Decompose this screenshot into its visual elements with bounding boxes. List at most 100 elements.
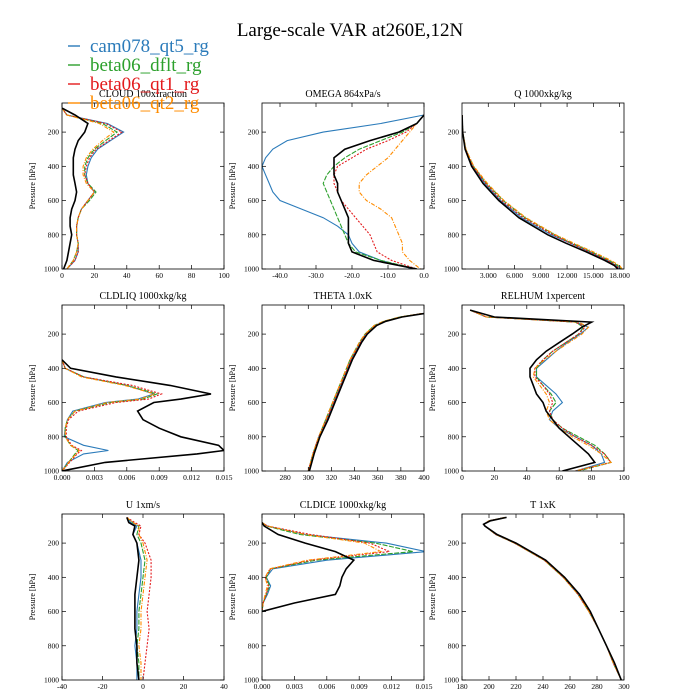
series-group <box>307 312 424 471</box>
series-line-reference <box>62 359 224 471</box>
x-tick-label: 0.000 <box>54 473 71 482</box>
series-line-cam078_qt5_rg <box>469 309 606 471</box>
x-tick-label: 100 <box>218 271 230 280</box>
legend-label: cam078_qt5_rg <box>90 36 209 57</box>
y-tick-label: 600 <box>48 196 60 205</box>
x-tick-label: 0.012 <box>183 473 200 482</box>
y-tick-label: 200 <box>248 330 260 339</box>
series-line-beta06_qt2_rg <box>262 522 383 612</box>
y-tick-label: 1000 <box>444 265 459 274</box>
y-tick-label: 800 <box>448 230 460 239</box>
x-tick-label: 0 <box>60 271 64 280</box>
series-line-cam078_qt5_rg <box>126 517 142 680</box>
y-tick-label: 1000 <box>244 467 259 476</box>
series-line-beta06_qt2_rg <box>62 359 157 471</box>
series-line-reference <box>126 517 140 680</box>
series-line-reference <box>482 516 623 680</box>
chart-panel-9: 180 200 220 240 260 280 300 200 400 600 800 1000 Pre… <box>428 500 630 691</box>
x-tick-label: -30.0 <box>308 271 324 280</box>
x-tick-label: 18.000 <box>609 271 630 280</box>
x-tick-label: -20 <box>98 682 108 691</box>
series-group <box>262 114 424 269</box>
y-tick-label: 1000 <box>44 467 59 476</box>
x-tick-label: 0.006 <box>318 682 335 691</box>
x-tick-label: 0.009 <box>351 682 368 691</box>
y-tick-label: 600 <box>248 398 260 407</box>
y-tick-label: 200 <box>448 128 460 137</box>
y-tick-label: 600 <box>448 196 460 205</box>
chart-panel-3: 3.000 6.000 9.000 12.000 15.000 18.000 200 400 6… <box>428 89 630 280</box>
chart-panel-2: -40.0 -30.0 -20.0 -10.0 0.0 200 400 600 800 1000 P… <box>228 89 429 280</box>
x-tick-label: 0.009 <box>151 473 168 482</box>
x-tick-label: 9.000 <box>532 271 549 280</box>
x-tick-label: -40.0 <box>272 271 288 280</box>
y-tick-label: 1000 <box>44 676 59 685</box>
y-tick-label: 600 <box>48 607 60 616</box>
series-group <box>482 516 623 680</box>
plot-frame <box>461 102 625 270</box>
legend-item-beta06_dflt_rg: beta06_dflt_rg <box>68 55 202 76</box>
x-tick-label: 300 <box>303 473 315 482</box>
x-tick-label: 20 <box>91 271 99 280</box>
y-tick-label: 800 <box>48 230 60 239</box>
x-tick-label: 320 <box>326 473 338 482</box>
panel-title: U 1xm/s <box>126 500 160 511</box>
x-tick-label: 280 <box>591 682 603 691</box>
y-tick-label: 400 <box>448 364 460 373</box>
x-tick-label: 400 <box>418 473 430 482</box>
panel-title: CLDICE 1000xkg/kg <box>300 500 386 511</box>
x-tick-label: -10.0 <box>380 271 396 280</box>
y-tick-label: 800 <box>248 432 260 441</box>
y-tick-label: 800 <box>48 432 60 441</box>
x-tick-label: 40 <box>523 473 531 482</box>
y-tick-label: 800 <box>248 641 260 650</box>
series-line-reference <box>462 114 619 269</box>
x-tick-label: 100 <box>618 473 630 482</box>
series-line-beta06_qt2_rg <box>126 516 148 680</box>
x-tick-label: 0.015 <box>416 682 433 691</box>
panel-title: OMEGA 864xPa/s <box>305 89 380 100</box>
y-tick-label: 400 <box>48 364 60 373</box>
series-line-reference <box>333 114 424 269</box>
series-line-reference <box>62 107 89 269</box>
x-tick-label: 40 <box>123 271 131 280</box>
series-group <box>62 107 125 269</box>
x-tick-label: 3.000 <box>480 271 497 280</box>
series-line-cam078_qt5_rg <box>262 114 424 269</box>
y-tick-label: 200 <box>248 128 260 137</box>
y-tick-label: 200 <box>448 330 460 339</box>
y-tick-label: 400 <box>48 573 60 582</box>
series-line-beta06_qt2_rg <box>469 309 613 471</box>
y-tick-label: 600 <box>48 398 60 407</box>
x-tick-label: 0.006 <box>118 473 135 482</box>
x-tick-label: 80 <box>188 271 196 280</box>
legend: cam078_qt5_rgbeta06_dflt_rgbeta06_qt1_rg… <box>68 36 209 114</box>
y-axis-label: Pressure [hPa] <box>428 162 437 209</box>
x-tick-label: -40 <box>57 682 67 691</box>
y-tick-label: 400 <box>48 162 60 171</box>
legend-item-cam078_qt5_rg: cam078_qt5_rg <box>68 36 209 57</box>
y-tick-label: 200 <box>448 539 460 548</box>
y-axis-label: Pressure [hPa] <box>28 573 37 620</box>
y-tick-label: 400 <box>248 364 260 373</box>
x-tick-label: 360 <box>372 473 384 482</box>
series-group <box>462 114 623 269</box>
panel-title: CLDLIQ 1000xkg/kg <box>100 291 187 302</box>
y-axis-label: Pressure [hPa] <box>228 364 237 411</box>
y-axis-label: Pressure [hPa] <box>28 364 37 411</box>
series-line-beta06_qt2_rg <box>62 107 115 269</box>
y-tick-label: 1000 <box>244 676 259 685</box>
y-axis-label: Pressure [hPa] <box>228 573 237 620</box>
x-tick-label: -20.0 <box>344 271 360 280</box>
chart-panel-8: 0.000 0.003 0.006 0.009 0.012 0.015 200 400 600 8… <box>228 500 433 691</box>
series-line-beta06_qt2_rg <box>358 114 424 269</box>
x-tick-label: 80 <box>588 473 596 482</box>
series-line-beta06_qt1_rg <box>262 522 392 612</box>
y-tick-label: 400 <box>248 573 260 582</box>
series-line-beta06_qt2_rg <box>307 313 422 471</box>
series-group <box>262 522 424 613</box>
x-tick-label: 0 <box>141 682 145 691</box>
